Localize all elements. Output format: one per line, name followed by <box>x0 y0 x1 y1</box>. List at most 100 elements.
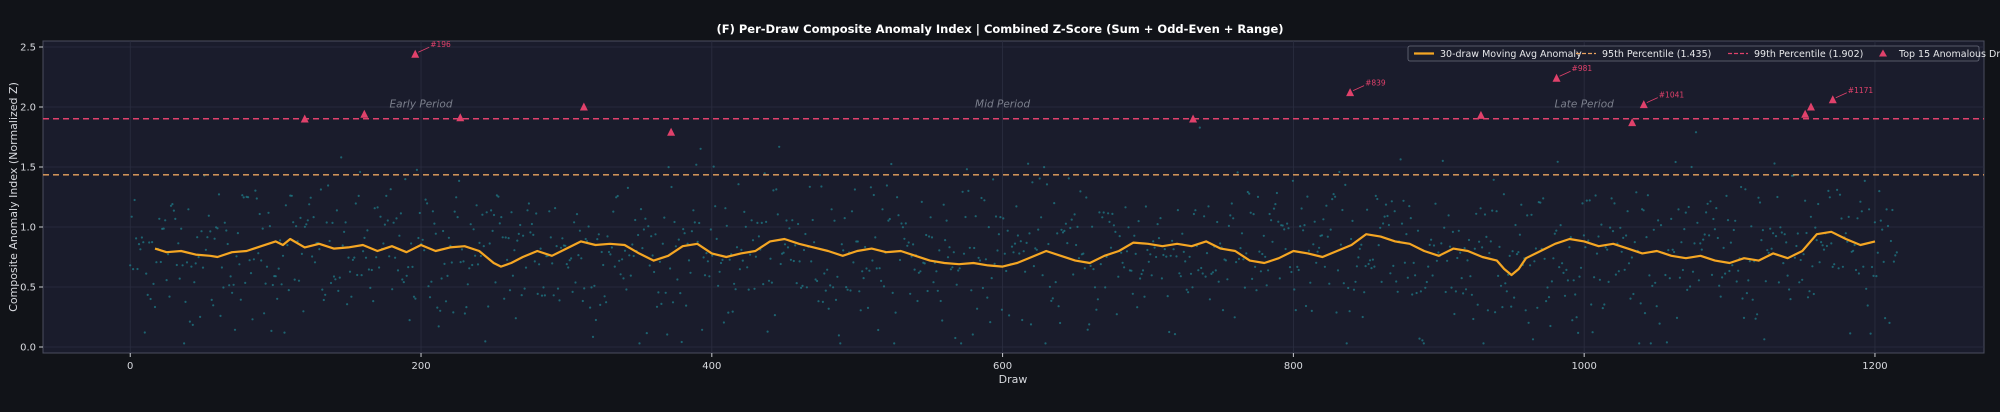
draw-point <box>1015 205 1018 208</box>
draw-point <box>722 321 726 324</box>
draw-point <box>1414 274 1417 277</box>
draw-point <box>1204 275 1207 278</box>
draw-point <box>868 269 871 272</box>
draw-point <box>1648 274 1651 277</box>
draw-point <box>549 236 552 239</box>
draw-point <box>1633 241 1636 244</box>
draw-point <box>538 263 541 266</box>
draw-point <box>462 260 465 263</box>
draw-point <box>508 289 512 292</box>
draw-point <box>456 216 459 219</box>
draw-point <box>1699 242 1702 245</box>
draw-point <box>882 285 886 288</box>
top-anomaly-marker <box>1189 114 1198 123</box>
x-tick-label: 800 <box>1284 361 1303 372</box>
draw-point <box>625 288 628 291</box>
draw-point <box>1524 309 1527 312</box>
draw-point <box>1034 247 1037 250</box>
draw-point <box>453 210 456 213</box>
draw-point <box>242 196 245 199</box>
draw-point <box>1838 193 1842 196</box>
y-tick-label: 0.0 <box>20 343 36 354</box>
draw-point <box>1729 241 1732 244</box>
draw-point <box>1869 332 1872 335</box>
draw-point <box>1109 246 1113 249</box>
draw-point <box>1777 281 1780 284</box>
draw-point <box>994 215 998 218</box>
draw-point <box>1702 238 1705 241</box>
draw-point <box>571 290 574 293</box>
draw-point <box>1558 266 1561 269</box>
draw-point <box>749 253 752 256</box>
draw-point <box>1709 200 1712 203</box>
draw-point <box>1776 195 1779 199</box>
draw-point <box>167 253 170 256</box>
draw-point <box>265 265 269 268</box>
draw-point <box>599 303 602 306</box>
draw-point <box>1121 261 1124 264</box>
draw-point <box>645 332 648 335</box>
annotation-arrow <box>1835 92 1847 99</box>
draw-point <box>814 278 817 281</box>
draw-point <box>1150 274 1153 277</box>
draw-point <box>1539 201 1542 204</box>
draw-point <box>497 195 500 198</box>
draw-point <box>1884 317 1887 320</box>
draw-point <box>1536 306 1539 309</box>
draw-point <box>1456 256 1459 260</box>
draw-point <box>1189 272 1193 275</box>
draw-point <box>1545 300 1548 303</box>
draw-point <box>252 258 255 261</box>
top-anomaly-marker <box>1552 73 1561 82</box>
draw-point <box>786 246 790 249</box>
draw-point <box>488 242 491 245</box>
draw-point <box>1067 177 1070 180</box>
draw-point <box>1313 220 1316 223</box>
draw-point <box>1302 229 1305 232</box>
draw-point <box>653 270 656 274</box>
draw-point <box>920 200 923 203</box>
draw-point <box>411 265 414 268</box>
draw-point <box>286 244 289 247</box>
draw-point <box>1379 226 1382 229</box>
draw-point <box>1804 199 1807 202</box>
draw-point <box>813 241 816 244</box>
draw-point <box>1271 240 1274 243</box>
draw-point <box>268 225 271 228</box>
draw-point <box>485 211 488 214</box>
draw-point <box>1740 185 1743 189</box>
draw-point <box>479 254 482 258</box>
draw-point <box>1678 276 1681 279</box>
draw-point <box>890 162 893 166</box>
draw-point <box>343 230 346 233</box>
draw-point <box>1785 241 1788 244</box>
draw-point <box>263 312 266 315</box>
draw-point <box>666 333 669 336</box>
draw-point <box>1169 254 1172 257</box>
draw-point <box>1732 228 1735 232</box>
draw-point <box>858 290 861 293</box>
draw-point <box>402 281 405 284</box>
draw-point <box>463 312 466 315</box>
draw-point <box>1384 203 1388 206</box>
draw-point <box>177 242 180 245</box>
draw-point <box>257 252 260 255</box>
draw-point <box>1705 211 1708 214</box>
draw-point <box>613 265 616 268</box>
draw-point <box>1818 261 1821 264</box>
draw-point <box>175 263 178 267</box>
draw-point <box>1812 292 1815 296</box>
draw-point <box>1125 250 1129 253</box>
draw-point <box>754 255 758 258</box>
y-axis-label: Composite Anomaly Index (Normalized Z) <box>7 82 20 312</box>
draw-point <box>388 255 391 258</box>
draw-point <box>1856 217 1859 220</box>
draw-point <box>951 266 954 269</box>
draw-point <box>651 254 654 257</box>
draw-point <box>1481 246 1484 249</box>
draw-point <box>410 242 413 245</box>
draw-point <box>1708 234 1711 237</box>
draw-point <box>1304 304 1308 308</box>
draw-point <box>1082 252 1085 255</box>
draw-point <box>776 213 779 216</box>
